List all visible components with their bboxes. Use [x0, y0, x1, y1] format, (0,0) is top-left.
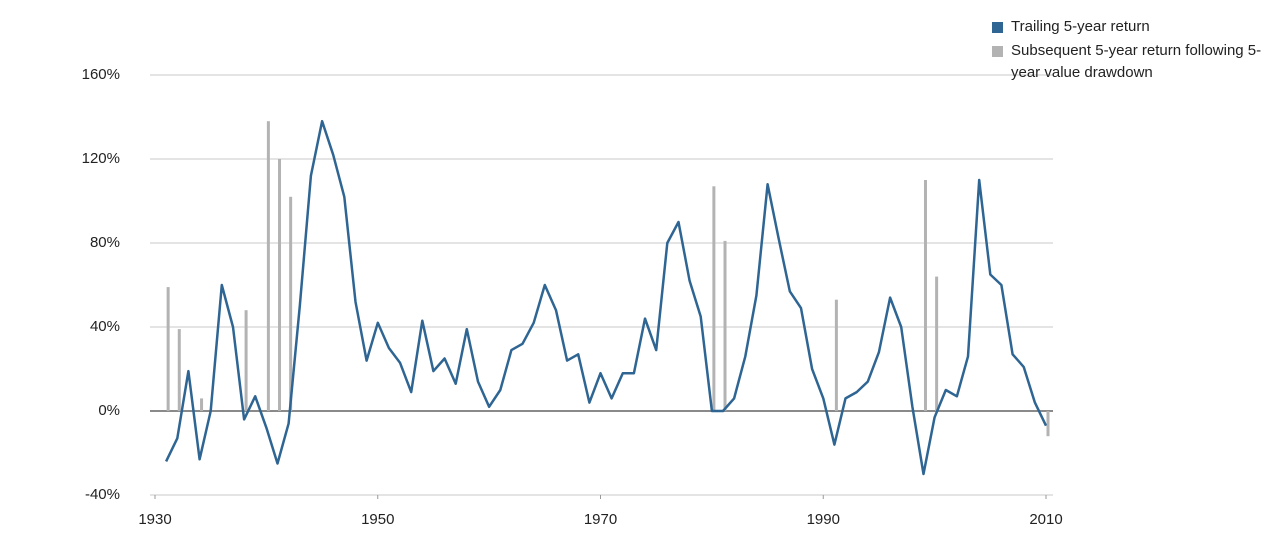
- y-tick-label: 0%: [98, 402, 120, 419]
- bar: [177, 329, 181, 411]
- bar: [935, 276, 939, 411]
- legend-item: Trailing 5-year return: [988, 16, 1280, 38]
- y-tick-label: 40%: [90, 318, 120, 335]
- x-tick-label: 2010: [1029, 511, 1062, 528]
- bar: [200, 398, 204, 411]
- bar: [723, 240, 727, 411]
- x-tick-label: 1990: [807, 511, 840, 528]
- legend: Trailing 5-year return Subsequent 5-year …: [988, 16, 1280, 86]
- bar: [712, 186, 716, 411]
- bar: [278, 159, 282, 411]
- bar: [266, 121, 270, 411]
- legend-item: Subsequent 5-year return following 5-yea…: [988, 40, 1280, 84]
- x-tick-label: 1930: [138, 511, 171, 528]
- x-tick-label: 1970: [584, 511, 617, 528]
- bar: [289, 196, 293, 411]
- legend-swatch: [992, 46, 1003, 57]
- y-tick-label: 160%: [82, 66, 120, 83]
- y-tick-label: 120%: [82, 150, 120, 167]
- bar: [244, 310, 248, 411]
- line: [164, 119, 1048, 476]
- bar: [834, 299, 838, 411]
- legend-swatch: [992, 22, 1003, 33]
- bar: [923, 180, 927, 411]
- y-tick-label: 80%: [90, 234, 120, 251]
- bar: [1046, 411, 1050, 437]
- bar: [166, 287, 170, 411]
- x-tick-label: 1950: [361, 511, 394, 528]
- legend-label: Trailing 5-year return: [1011, 18, 1150, 35]
- legend-label: Subsequent 5-year return following 5-yea…: [1011, 42, 1262, 81]
- y-tick-label: -40%: [85, 486, 120, 503]
